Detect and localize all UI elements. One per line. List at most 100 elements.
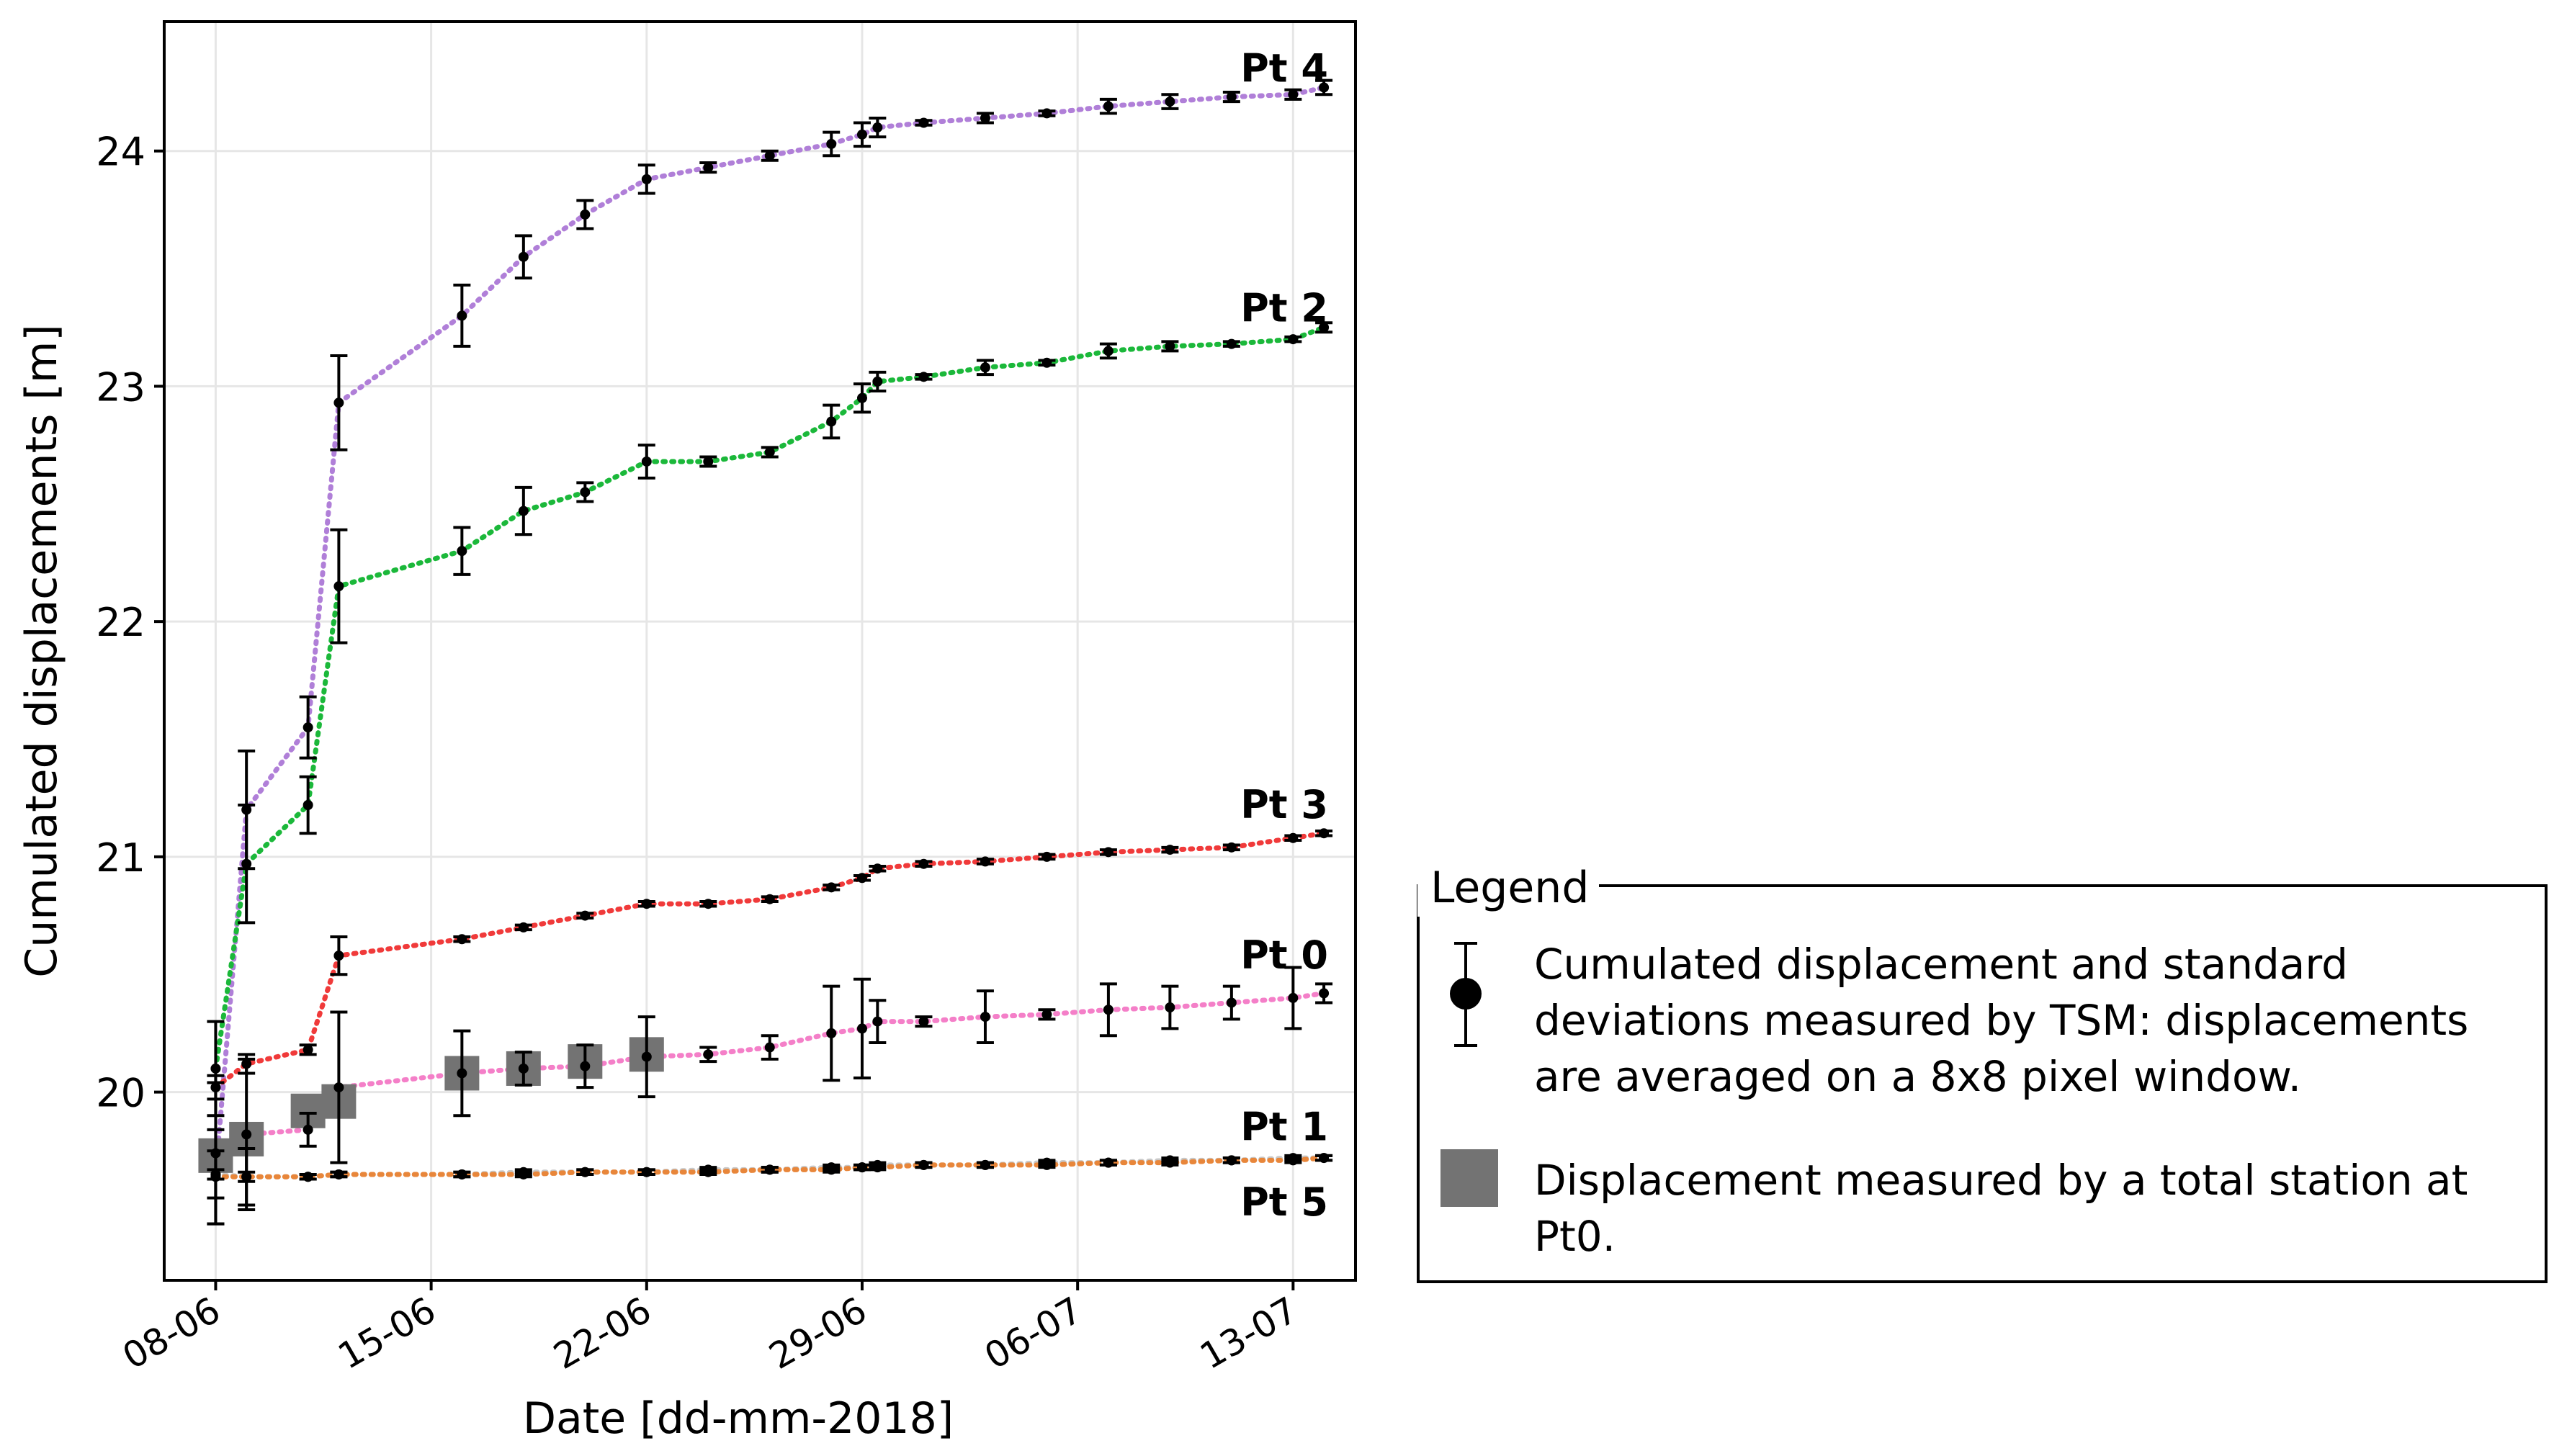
x-tick-label: 15-06 [331, 1289, 443, 1378]
data-point [980, 362, 990, 373]
x-tick-label: 08-06 [116, 1289, 228, 1378]
data-point [826, 882, 837, 893]
data-point [518, 251, 529, 262]
data-point [980, 1159, 990, 1170]
data-point [703, 456, 714, 467]
series-label-pt-5: Pt 5 [1240, 1179, 1328, 1225]
data-point [210, 1063, 221, 1074]
data-point [303, 1124, 313, 1135]
data-point [210, 1148, 221, 1159]
data-point [241, 858, 252, 869]
legend-tsm-text: Cumulated displacement and standard devi… [1534, 940, 2469, 1101]
data-point [1165, 341, 1175, 351]
data-point [856, 1162, 867, 1173]
data-point [1288, 1155, 1299, 1166]
data-point [333, 951, 344, 961]
data-point [641, 899, 652, 909]
data-point [333, 1169, 344, 1179]
data-point [856, 1023, 867, 1034]
series-label-pt-1: Pt 1 [1240, 1105, 1328, 1150]
data-point [241, 1059, 252, 1069]
data-point [241, 804, 252, 815]
data-point [856, 873, 867, 884]
data-point [1041, 1159, 1052, 1170]
data-point [703, 162, 714, 173]
series-label-pt-3: Pt 3 [1240, 782, 1328, 827]
data-point [918, 372, 929, 382]
data-point [580, 487, 591, 498]
series-lines [212, 85, 1327, 1179]
data-point [980, 112, 990, 123]
legend-title: Legend [1417, 859, 1600, 917]
data-point [1319, 322, 1330, 333]
x-tick-label: 06-07 [977, 1289, 1089, 1378]
data-point [241, 1172, 252, 1182]
data-point [1288, 89, 1299, 100]
x-tick-label: 22-06 [547, 1289, 658, 1378]
data-point [764, 1164, 775, 1175]
data-point [1319, 82, 1330, 93]
data-point [703, 1167, 714, 1177]
data-point [1226, 842, 1237, 853]
data-point [1226, 91, 1237, 102]
data-point [1165, 1002, 1175, 1012]
data-point [333, 397, 344, 408]
data-point [1288, 992, 1299, 1003]
data-point [303, 1044, 313, 1055]
plot-frame [163, 20, 1357, 1282]
data-point [518, 922, 529, 933]
data-point [856, 129, 867, 140]
data-point [1319, 1153, 1330, 1164]
grid-lines [164, 22, 1356, 1280]
data-point [1226, 1155, 1237, 1166]
data-point [241, 1129, 252, 1140]
data-point [764, 1042, 775, 1053]
x-axis-label: Date [dd-mm-2018] [523, 1393, 954, 1444]
data-point [1226, 338, 1237, 349]
gray-square-icon [1440, 1149, 1498, 1207]
data-point [826, 1164, 837, 1175]
data-points [210, 82, 1330, 1182]
data-point [1288, 334, 1299, 345]
y-tick-label: 22 [96, 600, 145, 645]
data-point [872, 863, 883, 874]
data-point [1165, 1157, 1175, 1168]
y-tick-label: 21 [96, 835, 145, 881]
y-axis-label: Cumulated displacements [m] [17, 324, 67, 977]
data-point [641, 456, 652, 467]
data-point [333, 581, 344, 592]
data-point [826, 1028, 837, 1038]
data-point [457, 310, 467, 321]
axis-ticks: 20 21 22 23 24 08-06 15-06 22-06 29-06 06-07 13-07 [96, 130, 1304, 1378]
data-point [518, 1063, 529, 1074]
data-point [1288, 832, 1299, 843]
data-point [918, 117, 929, 128]
data-point [872, 122, 883, 133]
series-label-pt-0: Pt 0 [1240, 933, 1328, 978]
legend-total-station-text: Displacement measured by a total station… [1534, 1156, 2468, 1261]
data-point [1165, 845, 1175, 855]
x-tick-label: 13-07 [1193, 1289, 1305, 1378]
data-point [518, 505, 529, 516]
data-point [918, 858, 929, 869]
data-point [1103, 101, 1114, 112]
data-point [333, 1082, 344, 1093]
data-point [457, 934, 467, 945]
data-point [1165, 96, 1175, 107]
data-point [303, 1172, 313, 1182]
data-point [1226, 997, 1237, 1008]
data-point [980, 856, 990, 867]
data-point [764, 150, 775, 161]
data-point [918, 1016, 929, 1027]
data-point [210, 1172, 221, 1182]
data-point [580, 1167, 591, 1177]
data-point [457, 1169, 467, 1179]
series-labels: Pt 4 Pt 2 Pt 3 Pt 0 Pt 1 Pt 5 [1240, 45, 1328, 1225]
y-tick-label: 20 [96, 1071, 145, 1116]
series-line-pt-2 [212, 325, 1327, 1071]
data-point [918, 1159, 929, 1170]
data-point [303, 800, 313, 811]
data-point [1103, 346, 1114, 356]
data-point [826, 138, 837, 149]
